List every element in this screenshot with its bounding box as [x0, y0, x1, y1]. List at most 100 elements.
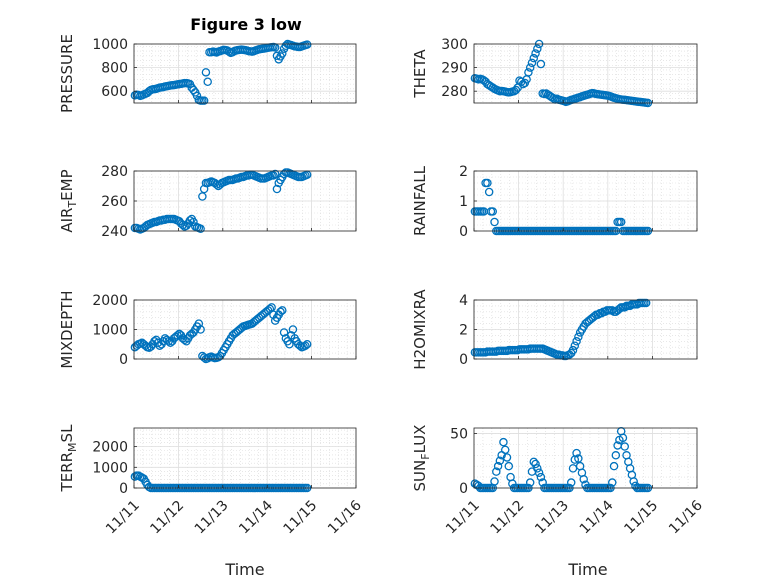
- data-point: [492, 467, 501, 476]
- subplot-5: 0 1000 2000 MIXDEPTH: [58, 290, 357, 369]
- x-axis-label-left: Time: [224, 560, 264, 579]
- data-point: [536, 472, 546, 482]
- y-tick-label: 0: [459, 352, 468, 368]
- y-tick-label: 1000: [92, 323, 128, 339]
- y-tick-label: 280: [101, 164, 128, 180]
- data-point: [618, 433, 628, 443]
- data-point: [301, 341, 310, 350]
- y-tick-label: 1000: [92, 460, 128, 476]
- data-point: [511, 85, 521, 95]
- y-tick-label: 0: [459, 481, 468, 497]
- y-axis-label: RAINFALL: [411, 165, 429, 236]
- axes-box: [133, 43, 357, 104]
- y-axis-label: MIXDEPTH: [58, 290, 76, 368]
- y-tick-label: 1000: [92, 37, 128, 53]
- plot-area: [134, 428, 356, 488]
- y-tick-label: 240: [101, 224, 128, 240]
- data-point: [198, 192, 207, 201]
- y-axis-label: AIRTEMP: [58, 169, 79, 232]
- axes-box: [473, 427, 698, 489]
- y-axis-label: TERRMSL: [58, 424, 79, 493]
- data-point: [199, 184, 209, 194]
- data-point: [278, 49, 287, 58]
- data-point: [609, 461, 619, 471]
- data-point: [495, 456, 505, 465]
- data-point: [269, 171, 278, 180]
- data-point: [270, 169, 280, 179]
- data-point: [490, 477, 499, 486]
- data-point: [288, 325, 298, 334]
- figure-title: Figure 3 low: [190, 15, 302, 34]
- data-point: [536, 59, 546, 69]
- y-tick-label: 0: [119, 352, 128, 368]
- data-point: [579, 475, 588, 484]
- y-tick-label: 2000: [92, 293, 128, 309]
- data-point: [531, 459, 540, 469]
- y-tick-label: 4: [459, 293, 468, 309]
- data-point: [641, 298, 651, 308]
- data-point: [572, 448, 581, 458]
- data-point: [616, 217, 626, 227]
- axes-box: [473, 43, 698, 104]
- y-tick-label: 600: [101, 84, 128, 100]
- x-axis-label-right: Time: [567, 560, 607, 579]
- data-point: [502, 453, 512, 462]
- data-point: [525, 478, 535, 487]
- y-tick-label: 260: [101, 194, 128, 210]
- data-point: [490, 217, 499, 227]
- data-point: [568, 345, 578, 355]
- subplot-6: 0 2 4 H2OMIXRA: [411, 289, 698, 370]
- data-point: [196, 325, 205, 334]
- y-axis-label: THETA: [411, 49, 429, 99]
- data-point: [272, 184, 282, 194]
- data-point: [278, 306, 287, 315]
- y-tick-label: 0: [119, 481, 128, 497]
- data-point: [620, 442, 629, 451]
- subplot-1: 600 800 1000 PRESSURE: [58, 34, 357, 113]
- data-point: [499, 437, 508, 447]
- data-point: [533, 44, 542, 53]
- data-point: [178, 220, 188, 230]
- data-point: [279, 328, 289, 337]
- data-point: [531, 49, 540, 58]
- data-point: [483, 178, 492, 188]
- subplot-3: 240 260 280 AIRTEMP: [58, 164, 357, 240]
- data-point: [276, 307, 285, 317]
- data-point: [302, 40, 312, 49]
- axes-box: [133, 427, 357, 489]
- data-point: [574, 454, 583, 463]
- data-point: [524, 68, 533, 77]
- data-point: [194, 319, 204, 328]
- y-tick-label: 2: [459, 323, 468, 339]
- y-tick-label: 0: [459, 224, 468, 240]
- data-point: [570, 341, 580, 350]
- data-point: [196, 224, 205, 233]
- data-point: [517, 77, 526, 87]
- data-point: [199, 96, 209, 105]
- y-tick-label: 290: [441, 61, 468, 77]
- data-point: [493, 461, 503, 471]
- y-tick-label: 2: [459, 164, 468, 180]
- subplot-4: 0 1 2 RAINFALL: [411, 164, 698, 240]
- data-point: [529, 457, 539, 467]
- data-point: [488, 207, 497, 216]
- data-point: [302, 339, 312, 349]
- subplot-2: 280 290 300 THETA: [411, 37, 698, 108]
- data-point: [611, 451, 621, 460]
- data-point: [629, 477, 638, 486]
- y-tick-label: 2000: [92, 440, 128, 456]
- data-point: [203, 77, 212, 87]
- data-point: [484, 187, 494, 197]
- data-point: [500, 445, 510, 455]
- y-axis-label: SUNFLUX: [411, 425, 432, 492]
- data-point: [201, 68, 211, 77]
- y-tick-label: 1: [459, 194, 468, 210]
- data-point: [566, 478, 576, 487]
- data-point: [534, 468, 544, 477]
- data-point: [529, 53, 539, 63]
- y-axis-label: H2OMIXRA: [411, 289, 429, 370]
- data-point: [608, 478, 617, 487]
